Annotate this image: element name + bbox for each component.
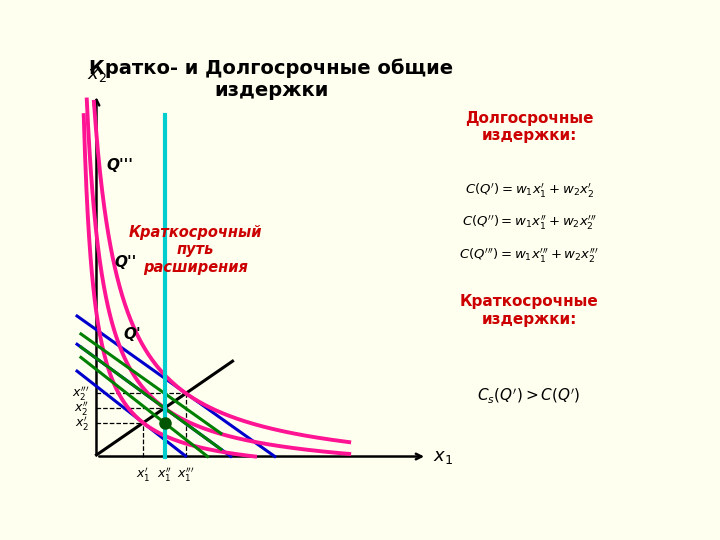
Text: Q''': Q''' [107, 158, 133, 173]
Text: $x_1'$: $x_1'$ [136, 465, 150, 483]
Text: Краткосрочный
путь
расширения: Краткосрочный путь расширения [129, 225, 262, 275]
Text: $x_1$: $x_1$ [433, 448, 453, 465]
Text: Q'': Q'' [114, 255, 136, 270]
Text: Q': Q' [124, 327, 141, 342]
Text: $x_2'''$: $x_2'''$ [72, 384, 89, 402]
Text: Краткосрочные
издержки:: Краткосрочные издержки: [460, 294, 598, 327]
Text: $C(Q'') = w_1x_1'' + w_2x_2'''$: $C(Q'') = w_1x_1'' + w_2x_2'''$ [462, 213, 597, 231]
Text: $C(Q''') = w_1x_1''' + w_2x_2'''$: $C(Q''') = w_1x_1''' + w_2x_2'''$ [459, 246, 599, 264]
Text: $x_1''$: $x_1''$ [157, 465, 172, 483]
Text: $x_1'''$: $x_1'''$ [177, 465, 194, 483]
Text: $x_2''$: $x_2''$ [74, 399, 89, 417]
Text: Кратко- и Долгосрочные общие
издержки: Кратко- и Долгосрочные общие издержки [89, 58, 454, 100]
Text: $x_2$: $x_2$ [86, 66, 107, 84]
Text: $C_s(Q') > C(Q')$: $C_s(Q') > C(Q')$ [477, 386, 581, 405]
Text: Долгосрочные
издержки:: Долгосрочные издержки: [465, 111, 593, 143]
Text: $C(Q') = w_1x_1' + w_2x_2'$: $C(Q') = w_1x_1' + w_2x_2'$ [464, 181, 594, 199]
Text: $x_2'$: $x_2'$ [75, 414, 89, 432]
